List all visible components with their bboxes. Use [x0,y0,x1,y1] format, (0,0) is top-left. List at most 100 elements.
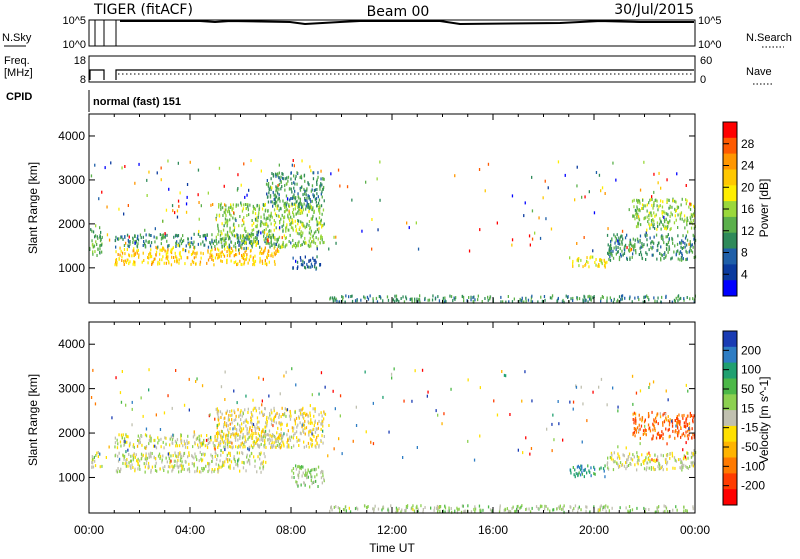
data-cell [332,389,334,393]
data-cell [273,201,275,205]
data-cell [650,241,652,245]
data-cell [198,459,200,463]
data-cell [638,217,640,221]
data-cell [139,459,141,463]
data-cell [91,461,93,465]
data-cell [600,466,602,470]
data-cell [128,444,131,448]
data-cell [235,435,237,439]
data-cell [609,296,611,300]
data-cell [685,509,687,512]
data-cell [669,452,671,455]
data-cell [522,451,524,455]
data-cell [662,432,664,436]
data-cell [405,505,408,508]
data-cell [290,187,292,191]
data-cell [619,464,621,468]
data-cell [145,434,148,438]
data-cell [531,237,534,241]
data-cell [286,208,288,212]
data-cell [203,467,205,471]
data-cell [679,250,682,254]
data-cell [691,243,693,247]
data-cell [610,250,612,253]
data-cell [279,226,281,230]
data-cell [274,414,276,418]
data-cell [671,454,674,458]
data-cell [177,234,179,238]
data-cell [224,460,226,464]
data-cell [643,459,645,462]
data-cell [144,446,146,450]
data-cell [180,434,182,437]
data-cell [690,226,693,230]
data-cell [290,414,292,418]
data-cell [674,419,676,422]
data-cell [422,508,424,511]
data-cell [245,207,247,210]
data-cell [179,191,181,195]
data-cell [225,411,227,415]
data-cell [455,296,457,300]
data-cell [636,468,638,472]
data-cell [671,256,673,260]
data-cell [247,208,249,212]
data-cell [682,432,685,436]
data-cell [673,298,676,302]
data-cell [422,510,424,514]
data-cell [181,467,183,471]
data-cell [182,444,184,448]
data-cell [279,446,282,450]
data-cell [432,294,434,298]
data-cell [123,455,125,459]
data-cell [317,422,319,426]
data-cell [297,195,299,199]
data-cell [149,454,151,458]
data-cell [661,253,663,257]
data-cell [248,235,250,239]
data-cell [214,447,216,451]
data-cell [120,467,122,471]
data-cell [134,469,136,473]
data-cell [687,456,689,460]
data-cell [148,439,151,442]
data-cell [314,258,316,262]
data-cell [641,203,644,207]
data-cell [105,456,107,459]
data-cell [242,257,245,261]
data-cell [250,249,252,252]
data-cell [636,237,639,241]
data-cell [663,224,665,228]
colorbar-swatch [723,394,737,411]
data-cell [137,248,139,252]
data-cell [382,395,384,399]
data-cell [590,298,592,301]
data-cell [309,205,311,209]
data-cell [672,466,674,470]
data-cell [629,509,631,513]
data-cell [277,174,279,178]
data-cell [518,300,520,304]
data-cell [134,455,136,459]
data-cell [317,175,319,179]
data-cell [173,235,175,239]
data-cell [274,221,277,225]
data-cell [668,435,670,439]
data-cell [251,429,253,432]
data-cell [674,458,676,462]
data-cell [230,250,232,254]
data-cell [172,209,174,213]
data-cell [317,426,319,430]
data-cell [92,242,94,246]
data-cell [178,204,180,208]
data-cell [231,418,233,422]
data-cell [149,252,152,256]
data-cell [646,252,648,256]
data-cell [95,224,97,228]
data-cell [666,243,669,247]
data-cell [228,440,230,444]
data-cell [580,464,582,468]
data-cell [356,299,358,303]
data-cell [243,236,246,240]
data-cell [232,427,234,431]
